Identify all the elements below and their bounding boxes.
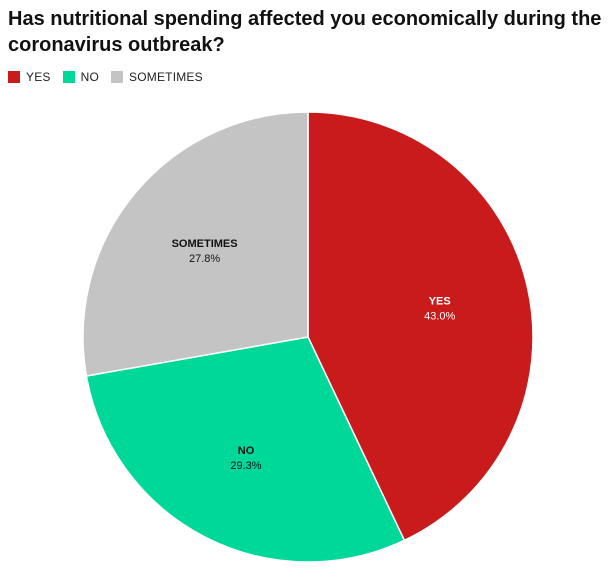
legend-label-no: NO (80, 70, 100, 84)
legend-item-no: NO (62, 70, 100, 84)
pie-slice-no (85, 336, 406, 563)
legend-swatch-sometimes (111, 71, 124, 83)
slice-value-sometimes: 27.8% (189, 253, 220, 265)
legend-item-sometimes: SOMETIMES (111, 70, 203, 84)
slice-value-yes: 43.0% (424, 310, 455, 322)
slice-label-no: NO (238, 445, 255, 457)
slice-label-yes: YES (429, 295, 451, 307)
legend-label-yes: YES (26, 70, 51, 84)
legend-swatch-no (62, 71, 75, 83)
slice-label-sometimes: SOMETIMES (172, 238, 238, 250)
pie-slice-yes (307, 111, 534, 542)
legend: YES NO SOMETIMES (8, 70, 215, 84)
pie-slice-sometimes (82, 111, 309, 377)
legend-swatch-yes (8, 71, 20, 83)
legend-label-sometimes: SOMETIMES (129, 70, 203, 84)
chart-title: Has nutritional spending affected you ec… (8, 8, 602, 56)
slice-value-no: 29.3% (230, 460, 261, 472)
legend-item-yes: YES (8, 70, 51, 84)
